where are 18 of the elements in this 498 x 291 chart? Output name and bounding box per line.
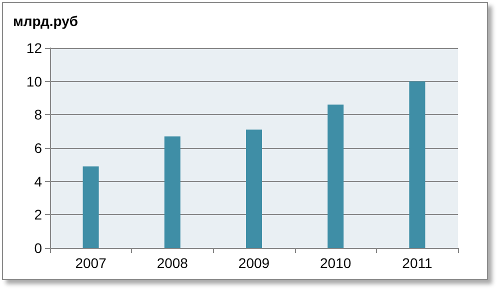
bar xyxy=(246,130,262,248)
x-tick-label: 2009 xyxy=(238,255,270,271)
y-tick-label: 8 xyxy=(34,106,42,123)
bar xyxy=(82,166,99,248)
y-tick-label: 12 xyxy=(26,40,42,56)
x-tick-label: 2008 xyxy=(156,255,188,271)
y-tick-label: 6 xyxy=(34,140,42,156)
bar xyxy=(328,104,344,248)
y-axis-title: млрд.руб xyxy=(13,13,78,29)
x-tick-label: 2007 xyxy=(75,255,107,271)
bar xyxy=(164,136,180,248)
y-tick-label: 0 xyxy=(34,240,42,256)
y-tick-label: 10 xyxy=(26,73,42,90)
x-tick-label: 2011 xyxy=(402,255,432,271)
y-tick-label: 2 xyxy=(34,206,42,223)
bar xyxy=(409,81,426,248)
x-tick-label: 2010 xyxy=(320,255,352,271)
y-tick-label: 4 xyxy=(34,173,42,190)
